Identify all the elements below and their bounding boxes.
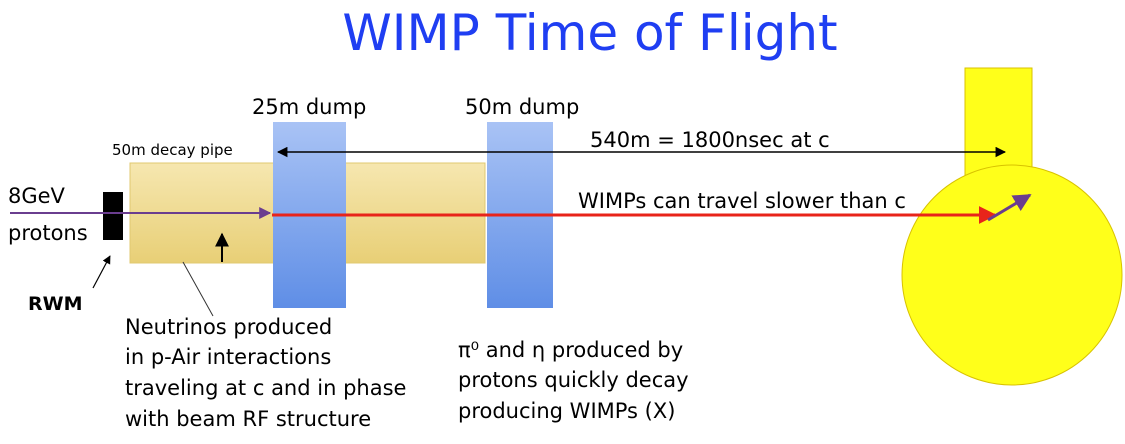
label: 540m = 1800nsec at c: [590, 128, 830, 152]
note-line: in p-Air interactions: [125, 345, 331, 369]
detector: [901, 164, 1123, 386]
note-line: traveling at c and in phase: [125, 376, 406, 400]
neutrino-pointer: [182, 261, 214, 317]
note-line: producing WIMPs (X): [458, 399, 675, 423]
rwm-pointer: [92, 255, 111, 289]
label: protons: [8, 221, 88, 245]
label: 50m decay pipe: [112, 141, 233, 159]
label: WIMPs can travel slower than c: [578, 189, 906, 213]
note-line: protons quickly decay: [458, 368, 689, 392]
label: 8GeV: [8, 184, 66, 208]
detector-top: [964, 67, 1033, 179]
label: 25m dump: [252, 95, 366, 119]
label: RWM: [28, 293, 83, 315]
scatter-arrow: [987, 193, 1032, 222]
title: WIMP Time of Flight: [342, 4, 837, 62]
note-line: Neutrinos produced: [125, 315, 332, 339]
note-line: with beam RF structure: [125, 407, 371, 431]
rwm-box: [103, 192, 123, 240]
label: 50m dump: [465, 95, 579, 119]
note-line: π⁰ and η produced by: [458, 338, 683, 362]
